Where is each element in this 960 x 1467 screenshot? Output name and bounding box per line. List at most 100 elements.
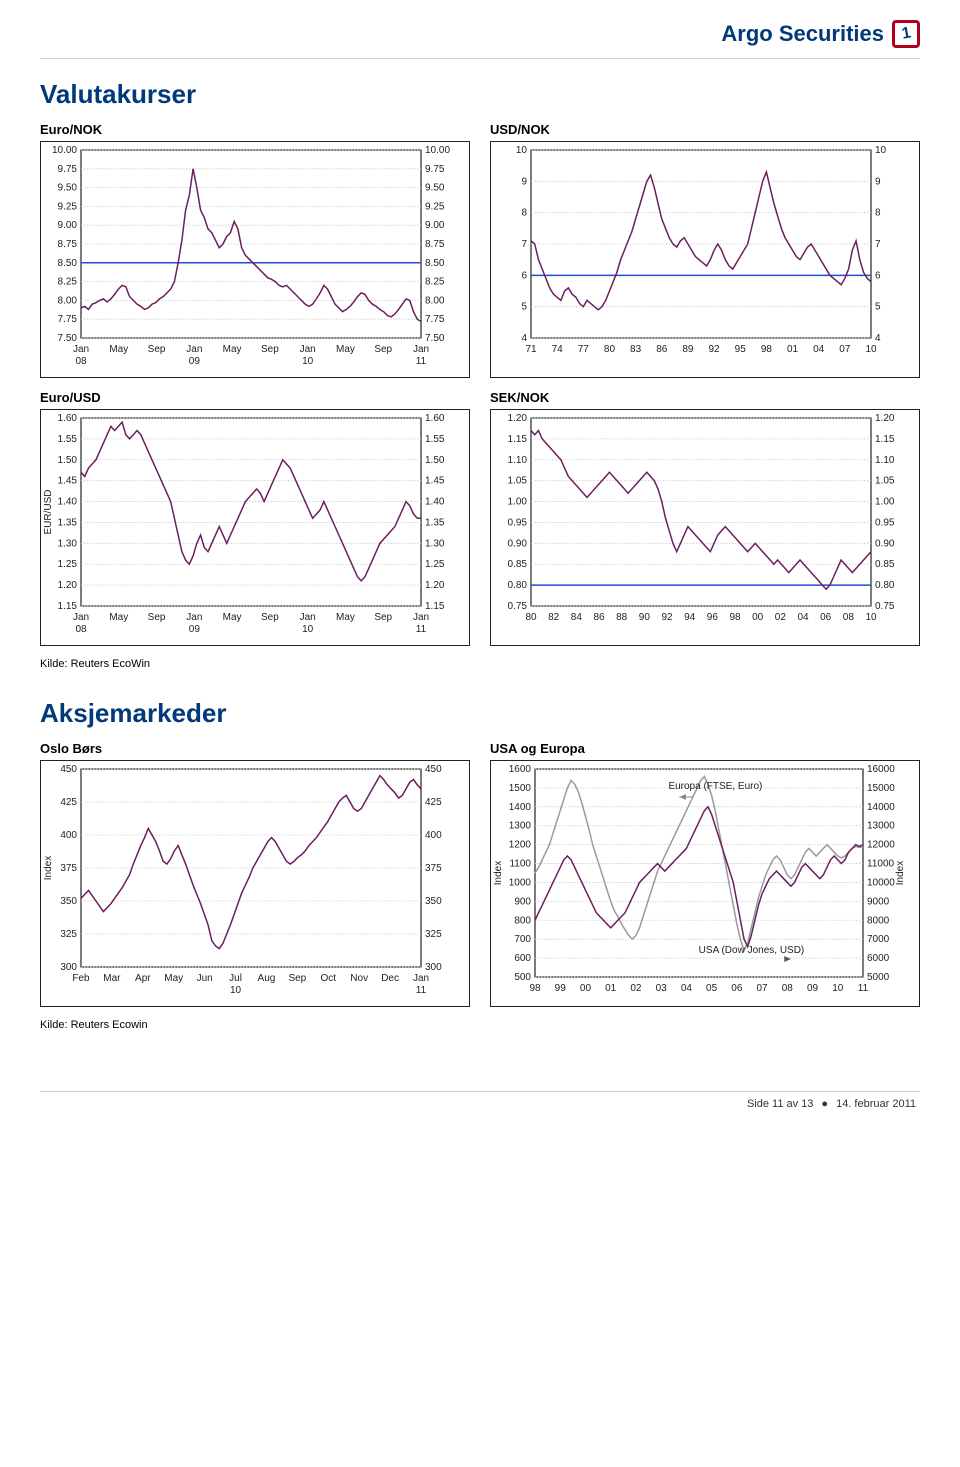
svg-text:1.35: 1.35 xyxy=(425,517,445,528)
euro-usd-chart: 1.151.151.201.201.251.251.301.301.351.35… xyxy=(40,409,470,646)
svg-text:700: 700 xyxy=(514,934,531,945)
svg-text:9.00: 9.00 xyxy=(425,220,445,231)
svg-text:1.55: 1.55 xyxy=(425,434,445,445)
svg-text:375: 375 xyxy=(425,863,442,874)
svg-text:74: 74 xyxy=(552,344,564,355)
svg-text:800: 800 xyxy=(514,915,531,926)
svg-text:1.60: 1.60 xyxy=(58,413,78,424)
svg-text:425: 425 xyxy=(60,797,77,808)
chart-title: SEK/NOK xyxy=(490,390,920,405)
section1-title: Valutakurser xyxy=(40,79,920,110)
svg-text:80: 80 xyxy=(525,612,537,623)
svg-text:0.95: 0.95 xyxy=(508,517,528,528)
svg-text:350: 350 xyxy=(425,896,442,907)
footer-date: 14. februar 2011 xyxy=(836,1098,916,1110)
svg-text:88: 88 xyxy=(616,612,628,623)
svg-text:95: 95 xyxy=(735,344,747,355)
svg-text:8000: 8000 xyxy=(867,915,890,926)
svg-text:1.30: 1.30 xyxy=(425,538,445,549)
svg-text:325: 325 xyxy=(60,929,77,940)
svg-text:9.25: 9.25 xyxy=(425,201,445,212)
svg-text:1.10: 1.10 xyxy=(875,455,895,466)
svg-text:Jan: Jan xyxy=(186,344,202,355)
svg-text:1.20: 1.20 xyxy=(875,413,895,424)
svg-text:7: 7 xyxy=(875,239,881,250)
svg-text:7: 7 xyxy=(521,239,527,250)
svg-text:Jun: Jun xyxy=(197,973,213,984)
svg-text:9.75: 9.75 xyxy=(425,164,445,175)
svg-text:05: 05 xyxy=(706,983,718,994)
svg-text:14000: 14000 xyxy=(867,802,895,813)
svg-text:Sep: Sep xyxy=(374,344,392,355)
svg-text:8.50: 8.50 xyxy=(58,258,78,269)
svg-text:07: 07 xyxy=(757,983,769,994)
svg-text:9: 9 xyxy=(521,176,527,187)
svg-text:00: 00 xyxy=(752,612,764,623)
svg-text:11: 11 xyxy=(416,356,427,367)
page-footer: Side 11 av 13 ● 14. februar 2011 xyxy=(40,1091,920,1110)
svg-text:92: 92 xyxy=(709,344,721,355)
svg-text:9.75: 9.75 xyxy=(58,164,78,175)
svg-text:8: 8 xyxy=(521,208,527,219)
svg-text:1100: 1100 xyxy=(509,859,531,870)
svg-text:1.50: 1.50 xyxy=(58,455,78,466)
svg-text:0.75: 0.75 xyxy=(508,601,528,612)
svg-text:9.25: 9.25 xyxy=(58,201,78,212)
svg-text:0.85: 0.85 xyxy=(875,559,895,570)
svg-text:1.35: 1.35 xyxy=(58,517,78,528)
svg-text:0.90: 0.90 xyxy=(875,538,895,549)
svg-text:10.00: 10.00 xyxy=(52,145,77,156)
svg-text:09: 09 xyxy=(807,983,819,994)
section2-source: Kilde: Reuters Ecowin xyxy=(40,1019,920,1031)
svg-text:89: 89 xyxy=(682,344,694,355)
svg-text:8.00: 8.00 xyxy=(58,295,78,306)
svg-text:90: 90 xyxy=(639,612,651,623)
svg-text:08: 08 xyxy=(843,612,855,623)
svg-text:May: May xyxy=(109,612,128,623)
svg-text:0.95: 0.95 xyxy=(875,517,895,528)
chart-title: USD/NOK xyxy=(490,122,920,137)
svg-text:1200: 1200 xyxy=(509,840,532,851)
svg-text:99: 99 xyxy=(555,983,567,994)
svg-text:80: 80 xyxy=(604,344,616,355)
svg-text:02: 02 xyxy=(630,983,642,994)
svg-text:Jan: Jan xyxy=(413,344,429,355)
euro-nok-chart: 7.507.507.757.758.008.008.258.258.508.50… xyxy=(40,141,470,378)
svg-text:USA (Dow Jones, USD): USA (Dow Jones, USD) xyxy=(699,945,805,956)
svg-text:1.10: 1.10 xyxy=(508,455,528,466)
svg-text:0.80: 0.80 xyxy=(508,580,528,591)
svg-text:7.75: 7.75 xyxy=(425,314,445,325)
svg-text:06: 06 xyxy=(820,612,832,623)
svg-text:7000: 7000 xyxy=(867,934,890,945)
svg-text:600: 600 xyxy=(514,953,531,964)
svg-text:1.20: 1.20 xyxy=(425,580,445,591)
svg-text:04: 04 xyxy=(797,612,809,623)
svg-text:1.05: 1.05 xyxy=(875,476,895,487)
svg-text:6: 6 xyxy=(875,270,881,281)
svg-text:6000: 6000 xyxy=(867,953,890,964)
svg-text:5000: 5000 xyxy=(867,972,890,983)
svg-text:0.80: 0.80 xyxy=(875,580,895,591)
svg-text:Sep: Sep xyxy=(288,973,306,984)
svg-text:8.50: 8.50 xyxy=(425,258,445,269)
svg-text:1.05: 1.05 xyxy=(508,476,528,487)
svg-text:11000: 11000 xyxy=(867,859,895,870)
svg-text:10.00: 10.00 xyxy=(425,145,450,156)
footer-page: Side 11 av 13 xyxy=(747,1098,813,1110)
svg-text:10: 10 xyxy=(302,624,314,635)
brand-name: Argo Securities xyxy=(721,21,884,47)
svg-text:9.00: 9.00 xyxy=(58,220,78,231)
svg-text:9: 9 xyxy=(875,176,881,187)
svg-text:1.45: 1.45 xyxy=(425,476,445,487)
svg-text:1.25: 1.25 xyxy=(58,559,78,570)
chart-title: USA og Europa xyxy=(490,741,920,756)
svg-text:Jul: Jul xyxy=(229,973,242,984)
svg-text:7.50: 7.50 xyxy=(58,333,78,344)
svg-text:8.25: 8.25 xyxy=(425,277,445,288)
svg-text:16000: 16000 xyxy=(867,764,895,775)
svg-text:375: 375 xyxy=(60,863,77,874)
svg-text:11: 11 xyxy=(416,624,427,635)
svg-text:450: 450 xyxy=(60,764,77,775)
svg-text:1.45: 1.45 xyxy=(58,476,78,487)
svg-text:Sep: Sep xyxy=(148,612,166,623)
